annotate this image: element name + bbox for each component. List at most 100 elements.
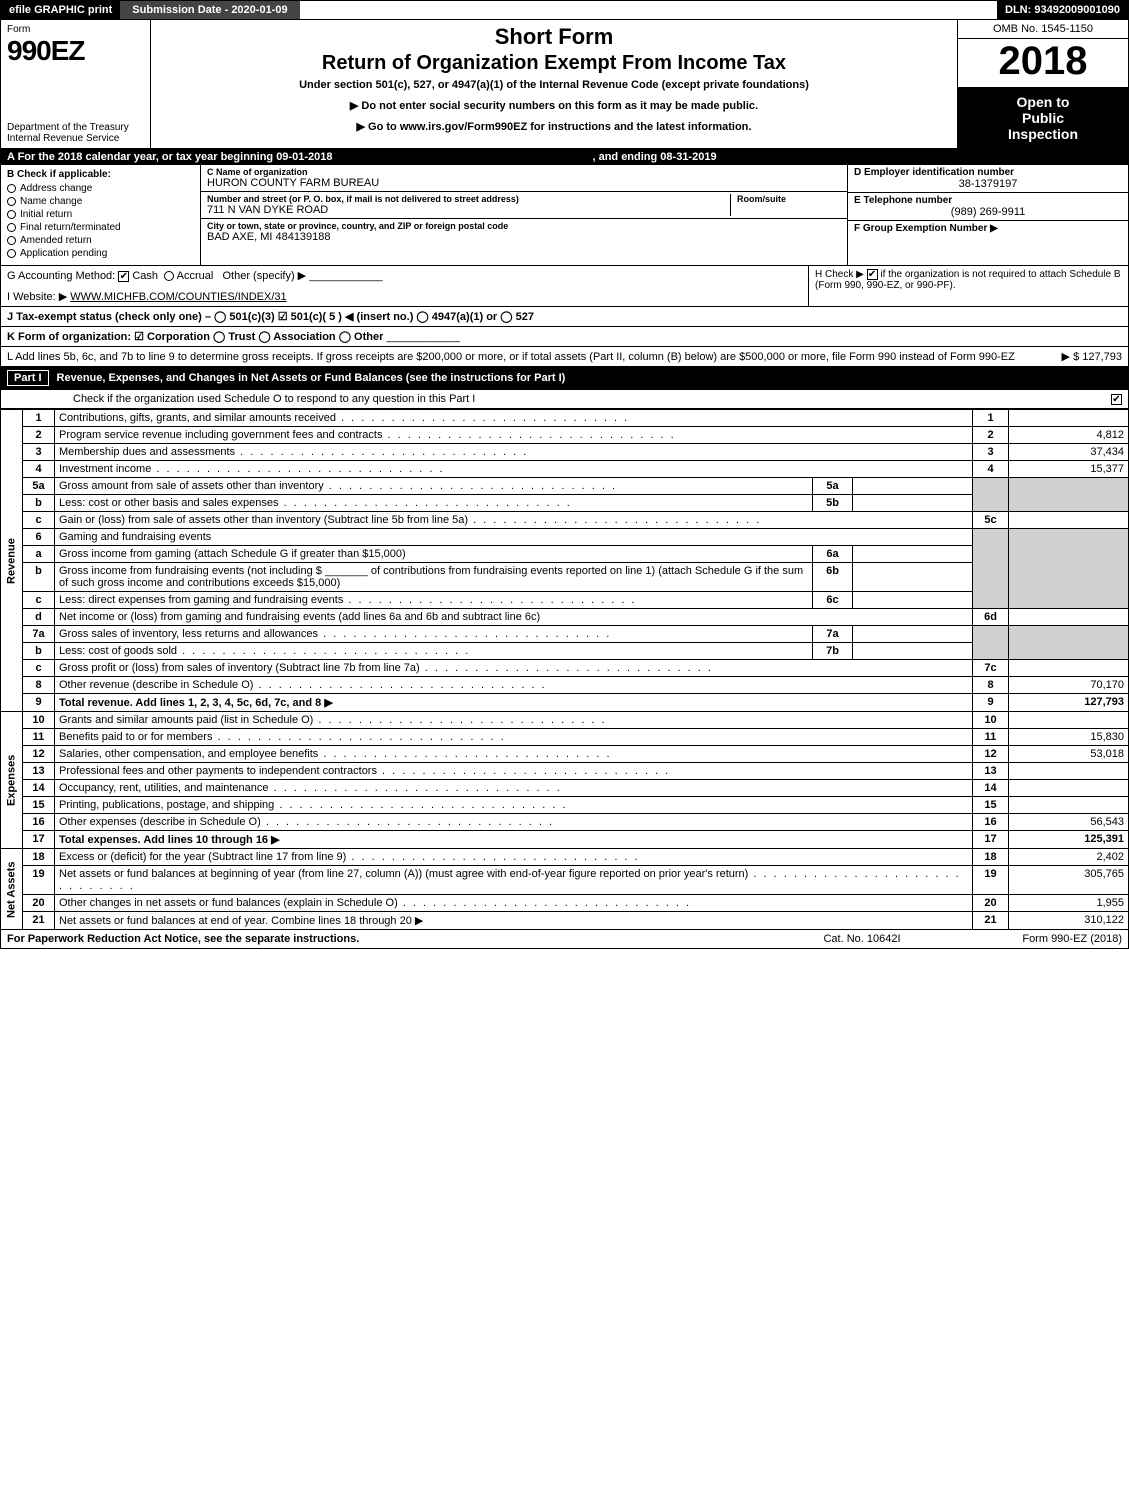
b-label: B Check if applicable: [7, 169, 194, 180]
g-accrual: Accrual [177, 270, 214, 282]
part1-title: Revenue, Expenses, and Changes in Net As… [57, 372, 566, 384]
ein-phone-col: D Employer identification number 38-1379… [848, 165, 1128, 265]
h-check: H Check ▶ if the organization is not req… [808, 266, 1128, 306]
k-label: K Form of organization: ☑ Corporation ◯ … [7, 331, 383, 343]
i-website: WWW.MICHFB.COM/COUNTIES/INDEX/31 [70, 291, 286, 303]
line-7b: bLess: cost of goods sold7b [1, 643, 1129, 660]
bullet-goto: ▶ Go to www.irs.gov/Form990EZ for instru… [159, 120, 949, 133]
dept-treasury: Department of the Treasury Internal Reve… [7, 122, 144, 144]
line-13: 13Professional fees and other payments t… [1, 763, 1129, 780]
j-label: J Tax-exempt status (check only one) – ◯… [7, 311, 534, 323]
line-16: 16Other expenses (describe in Schedule O… [1, 814, 1129, 831]
cb-h [867, 269, 878, 280]
line-4: 4Investment income415,377 [1, 461, 1129, 478]
side-revenue: Revenue [1, 410, 23, 712]
line-7a: 7aGross sales of inventory, less returns… [1, 626, 1129, 643]
footer-formnum: Form 990-EZ (2018) [942, 933, 1122, 945]
room-label: Room/suite [737, 194, 841, 204]
g-cash: Cash [132, 270, 158, 282]
line-9: 9Total revenue. Add lines 1, 2, 3, 4, 5c… [1, 694, 1129, 712]
street-val: 711 N VAN DYKE ROAD [207, 204, 724, 216]
g-h-row: G Accounting Method: Cash Accrual Other … [0, 266, 1129, 307]
l-text: L Add lines 5b, 6c, and 7b to line 9 to … [7, 351, 1056, 363]
line-12: 12Salaries, other compensation, and empl… [1, 746, 1129, 763]
open-line2: Public [962, 110, 1124, 126]
org-name-cell: C Name of organization HURON COUNTY FARM… [201, 165, 847, 192]
k-row: K Form of organization: ☑ Corporation ◯ … [0, 327, 1129, 347]
omb-number: OMB No. 1545-1150 [958, 20, 1128, 39]
line-6a: aGross income from gaming (attach Schedu… [1, 546, 1129, 563]
i-label: I Website: ▶ [7, 291, 67, 303]
line-5b: bLess: cost or other basis and sales exp… [1, 495, 1129, 512]
return-title: Return of Organization Exempt From Incom… [159, 52, 949, 75]
submission-date: Submission Date - 2020-01-09 [120, 1, 299, 19]
form-990ez-page: efile GRAPHIC print Submission Date - 20… [0, 0, 1129, 949]
footer-left: For Paperwork Reduction Act Notice, see … [7, 933, 782, 945]
line-15: 15Printing, publications, postage, and s… [1, 797, 1129, 814]
opt-name-change: Name change [7, 196, 194, 207]
dept-line2: Internal Revenue Service [7, 133, 144, 144]
street-label: Number and street (or P. O. box, if mail… [207, 194, 724, 204]
part1-header: Part I Revenue, Expenses, and Changes in… [0, 367, 1129, 390]
part1-tag: Part I [7, 370, 49, 386]
cb-accrual [164, 271, 174, 281]
line-5a: 5aGross amount from sale of assets other… [1, 478, 1129, 495]
line-6b: bGross income from fundraising events (n… [1, 563, 1129, 592]
opt-initial-return: Initial return [7, 209, 194, 220]
j-row: J Tax-exempt status (check only one) – ◯… [0, 307, 1129, 327]
header-right: OMB No. 1545-1150 2018 Open to Public In… [958, 20, 1128, 148]
topbar-spacer [300, 1, 997, 19]
line-5c: cGain or (loss) from sale of assets othe… [1, 512, 1129, 529]
g-other: Other (specify) ▶ [222, 270, 306, 282]
line-6d: dNet income or (loss) from gaming and fu… [1, 609, 1129, 626]
part1-checkline: Check if the organization used Schedule … [0, 390, 1129, 409]
phone-val: (989) 269-9911 [854, 206, 1122, 218]
opt-application-pending: Application pending [7, 248, 194, 259]
city-label: City or town, state or province, country… [207, 221, 841, 231]
header-center: Short Form Return of Organization Exempt… [151, 20, 958, 148]
phone-cell: E Telephone number (989) 269-9911 [848, 193, 1128, 221]
dept-line1: Department of the Treasury [7, 122, 144, 133]
cb-part1-scho [1111, 394, 1122, 405]
subtitle: Under section 501(c), 527, or 4947(a)(1)… [159, 79, 949, 91]
ein-cell: D Employer identification number 38-1379… [848, 165, 1128, 193]
org-name: HURON COUNTY FARM BUREAU [207, 177, 841, 189]
name-address-col: C Name of organization HURON COUNTY FARM… [201, 165, 848, 265]
tax-year: 2018 [958, 39, 1128, 88]
line-1: Revenue 1 Contributions, gifts, grants, … [1, 410, 1129, 427]
g-accounting: G Accounting Method: Cash Accrual Other … [1, 266, 808, 306]
line-19: 19Net assets or fund balances at beginni… [1, 866, 1129, 895]
line-20: 20Other changes in net assets or fund ba… [1, 895, 1129, 912]
e-label: E Telephone number [854, 195, 1122, 206]
line-18: Net Assets 18Excess or (deficit) for the… [1, 849, 1129, 866]
line-21: 21Net assets or fund balances at end of … [1, 912, 1129, 930]
bullet-ssn: ▶ Do not enter social security numbers o… [159, 99, 949, 112]
taxyear-a: A For the 2018 calendar year, or tax yea… [7, 151, 332, 163]
tax-year-row: A For the 2018 calendar year, or tax yea… [0, 149, 1129, 165]
form-label: Form [7, 24, 144, 35]
page-footer: For Paperwork Reduction Act Notice, see … [0, 930, 1129, 949]
footer-catno: Cat. No. 10642I [782, 933, 942, 945]
check-if-applicable: B Check if applicable: Address change Na… [1, 165, 201, 265]
taxyear-ending: , and ending 08-31-2019 [592, 151, 716, 163]
side-netassets: Net Assets [1, 849, 23, 930]
short-form-title: Short Form [159, 24, 949, 50]
c-label: C Name of organization [207, 167, 841, 177]
city-val: BAD AXE, MI 484139188 [207, 231, 841, 243]
lines-table: Revenue 1 Contributions, gifts, grants, … [0, 409, 1129, 930]
line-3: 3Membership dues and assessments337,434 [1, 444, 1129, 461]
form-header: Form 990EZ Department of the Treasury In… [0, 20, 1129, 149]
d-label: D Employer identification number [854, 167, 1122, 178]
line-6: 6Gaming and fundraising events [1, 529, 1129, 546]
line-17: 17Total expenses. Add lines 10 through 1… [1, 831, 1129, 849]
form-number: 990EZ [7, 35, 144, 67]
open-line1: Open to [962, 94, 1124, 110]
dln: DLN: 93492009001090 [997, 1, 1128, 19]
l-amount: ▶ $ 127,793 [1062, 350, 1122, 363]
ein-val: 38-1379197 [854, 178, 1122, 190]
open-line3: Inspection [962, 126, 1124, 142]
open-to-public: Open to Public Inspection [958, 88, 1128, 148]
opt-address-change: Address change [7, 183, 194, 194]
line-2: 2Program service revenue including gover… [1, 427, 1129, 444]
h-text1: H Check ▶ [815, 269, 864, 280]
